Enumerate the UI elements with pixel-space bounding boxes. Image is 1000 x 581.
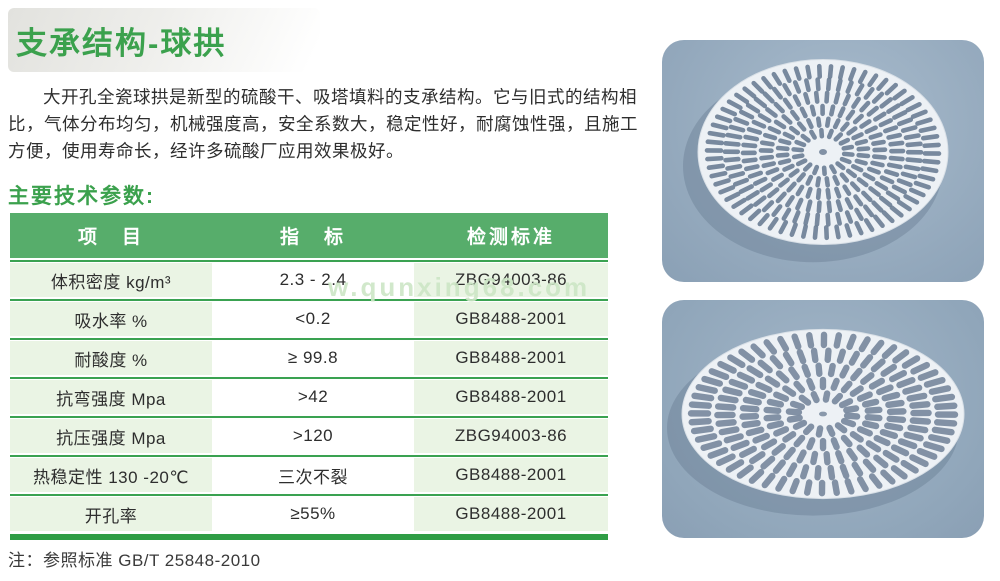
cell-item: 耐酸度 % [10, 341, 212, 375]
cell-item: 抗弯强度 Mpa [10, 380, 212, 414]
title-banner: 支承结构-球拱 [8, 8, 320, 72]
table-row: 体积密度 kg/m³ 2.3 - 2.4 ZBG94003-86 [10, 259, 608, 297]
cell-item: 开孔率 [10, 497, 212, 531]
cell-value: ≥ 99.8 [212, 341, 414, 375]
cell-value: 三次不裂 [212, 458, 414, 492]
col-header-standard: 检测标准 [466, 227, 555, 248]
table-row: 抗弯强度 Mpa >42 GB8488-2001 [10, 376, 608, 414]
cell-item: 体积密度 kg/m³ [10, 263, 212, 297]
cell-standard: GB8488-2001 [414, 302, 608, 336]
ceramic-ball-arch-grid-photo-2-icon [667, 328, 965, 516]
page-title: 支承结构-球拱 [16, 25, 227, 61]
col-header-index: 指 标 [279, 227, 346, 248]
product-photo-panel-2 [662, 300, 984, 538]
table-row: 吸水率 % <0.2 GB8488-2001 [10, 298, 608, 336]
intro-paragraph: 大开孔全瓷球拱是新型的硫酸干、吸塔填料的支承结构。它与旧式的结构相比，气体分布均… [8, 87, 638, 161]
table-row: 热稳定性 130 -20℃ 三次不裂 GB8488-2001 [10, 454, 608, 492]
spec-table: 项 目 指 标 检测标准 体积密度 kg/m³ 2.3 - 2.4 ZBG940… [10, 213, 608, 540]
cell-standard: GB8488-2001 [414, 380, 608, 414]
cell-standard: ZBG94003-86 [414, 263, 608, 297]
cell-value: >42 [212, 380, 414, 414]
footnote: 注：参照标准 GB/T 25848-2010 [8, 551, 261, 570]
cell-item: 抗压强度 Mpa [10, 419, 212, 453]
cell-value: >120 [212, 419, 414, 453]
cell-standard: ZBG94003-86 [414, 419, 608, 453]
table-bottom-rule [10, 534, 608, 540]
cell-value: 2.3 - 2.4 [212, 263, 414, 297]
cell-value: <0.2 [212, 302, 414, 336]
product-photo-panel-1 [662, 40, 984, 282]
table-header-row: 项 目 指 标 检测标准 [10, 213, 608, 258]
cell-standard: GB8488-2001 [414, 458, 608, 492]
cell-standard: GB8488-2001 [414, 497, 608, 531]
section-title: 主要技术参数: [8, 185, 155, 208]
col-header-item: 项 目 [77, 227, 144, 248]
cell-value: ≥55% [212, 497, 414, 531]
ceramic-ball-arch-grid-photo-1-icon [683, 59, 949, 263]
table-row: 耐酸度 % ≥ 99.8 GB8488-2001 [10, 337, 608, 375]
table-row: 开孔率 ≥55% GB8488-2001 [10, 493, 608, 531]
cell-standard: GB8488-2001 [414, 341, 608, 375]
table-row: 抗压强度 Mpa >120 ZBG94003-86 [10, 415, 608, 453]
cell-item: 吸水率 % [10, 302, 212, 336]
cell-item: 热稳定性 130 -20℃ [10, 458, 212, 492]
